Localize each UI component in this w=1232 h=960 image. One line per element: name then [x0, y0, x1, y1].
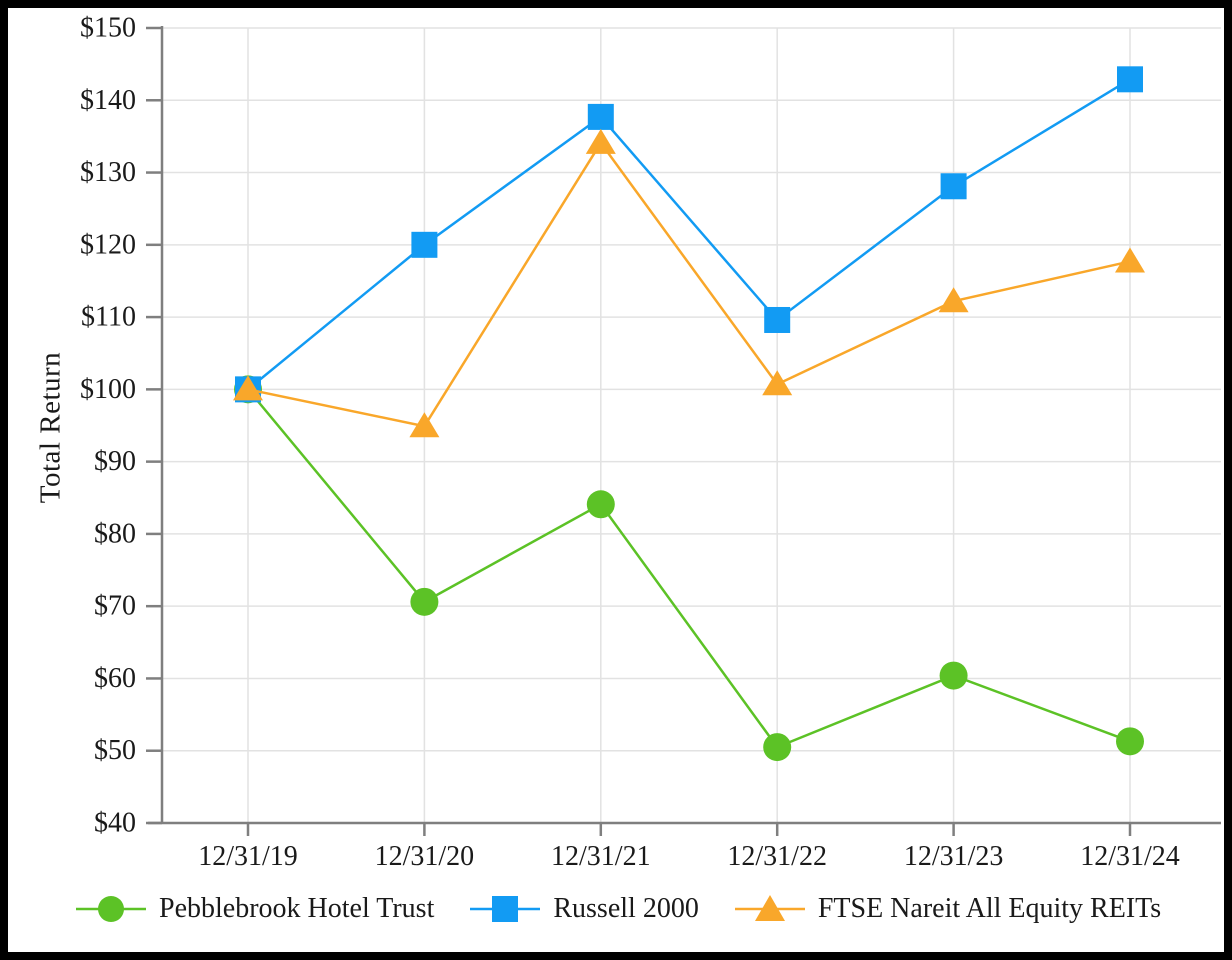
legend-label-russell-2000: Russell 2000 — [553, 893, 699, 924]
y-tick-label: $60 — [94, 663, 136, 694]
legend-label-pebblebrook-hotel-trust: Pebblebrook Hotel Trust — [159, 893, 435, 924]
data-point-square — [764, 306, 791, 333]
data-point-triangle — [938, 287, 969, 313]
y-tick-label: $50 — [94, 735, 136, 766]
data-point-square — [1117, 66, 1143, 93]
y-tick-label: $100 — [80, 374, 136, 405]
data-point-circle — [1116, 727, 1144, 756]
circle-marker-icon — [76, 896, 146, 922]
x-tick-label: 12/31/20 — [375, 841, 475, 872]
data-point-triangle — [409, 412, 440, 438]
legend-item-russell-2000: Russell 2000 — [467, 892, 699, 926]
legend-item-ftse-nareit-all-equity-reits: FTSE Nareit All Equity REITs — [732, 892, 1161, 926]
square-marker-icon — [470, 896, 541, 922]
x-tick-label: 12/31/21 — [551, 841, 651, 872]
y-tick-label: $110 — [81, 302, 136, 333]
data-point-circle — [586, 490, 615, 519]
data-point-circle — [763, 733, 792, 762]
data-point-circle — [410, 587, 439, 616]
legend: Pebblebrook Hotel Trust Russell 2000 FTS… — [73, 892, 1161, 926]
y-tick-label: $130 — [80, 157, 136, 188]
y-tick-label: $120 — [80, 229, 136, 260]
total-return-line-chart: $150 $140 $130 $120 $110 $100 $90 $80 $70 $60 $50 $… — [80, 13, 1221, 872]
y-tick-label: $140 — [80, 85, 136, 116]
data-point-square — [587, 103, 614, 130]
series-line-triangle — [247, 140, 1131, 428]
y-tick-label: $90 — [94, 446, 136, 477]
x-tick-label: 12/31/23 — [904, 841, 1004, 872]
y-tick-label: $70 — [94, 591, 136, 622]
x-tick-label: 12/31/19 — [198, 841, 298, 872]
data-point-square — [411, 231, 438, 258]
data-point-triangle — [585, 128, 616, 154]
data-point-triangle — [762, 370, 793, 396]
y-tick-label: $40 — [94, 808, 136, 839]
x-tick-label: 12/31/24 — [1080, 841, 1180, 872]
series-line-square — [247, 78, 1131, 391]
y-axis-title: Total Return — [34, 351, 67, 504]
y-tick-label: $80 — [94, 518, 136, 549]
data-point-circle — [939, 661, 968, 690]
data-point-square — [940, 173, 967, 200]
data-point-triangle — [233, 375, 263, 401]
legend-item-pebblebrook-hotel-trust: Pebblebrook Hotel Trust — [73, 892, 434, 926]
x-tick-label: 12/31/22 — [727, 841, 827, 872]
triangle-marker-icon — [734, 895, 805, 921]
y-tick-label: $150 — [80, 13, 136, 44]
data-point-triangle — [1115, 247, 1145, 273]
series-line-circle — [247, 388, 1131, 749]
legend-label-ftse-nareit-all-equity-reits: FTSE Nareit All Equity REITs — [817, 893, 1162, 924]
